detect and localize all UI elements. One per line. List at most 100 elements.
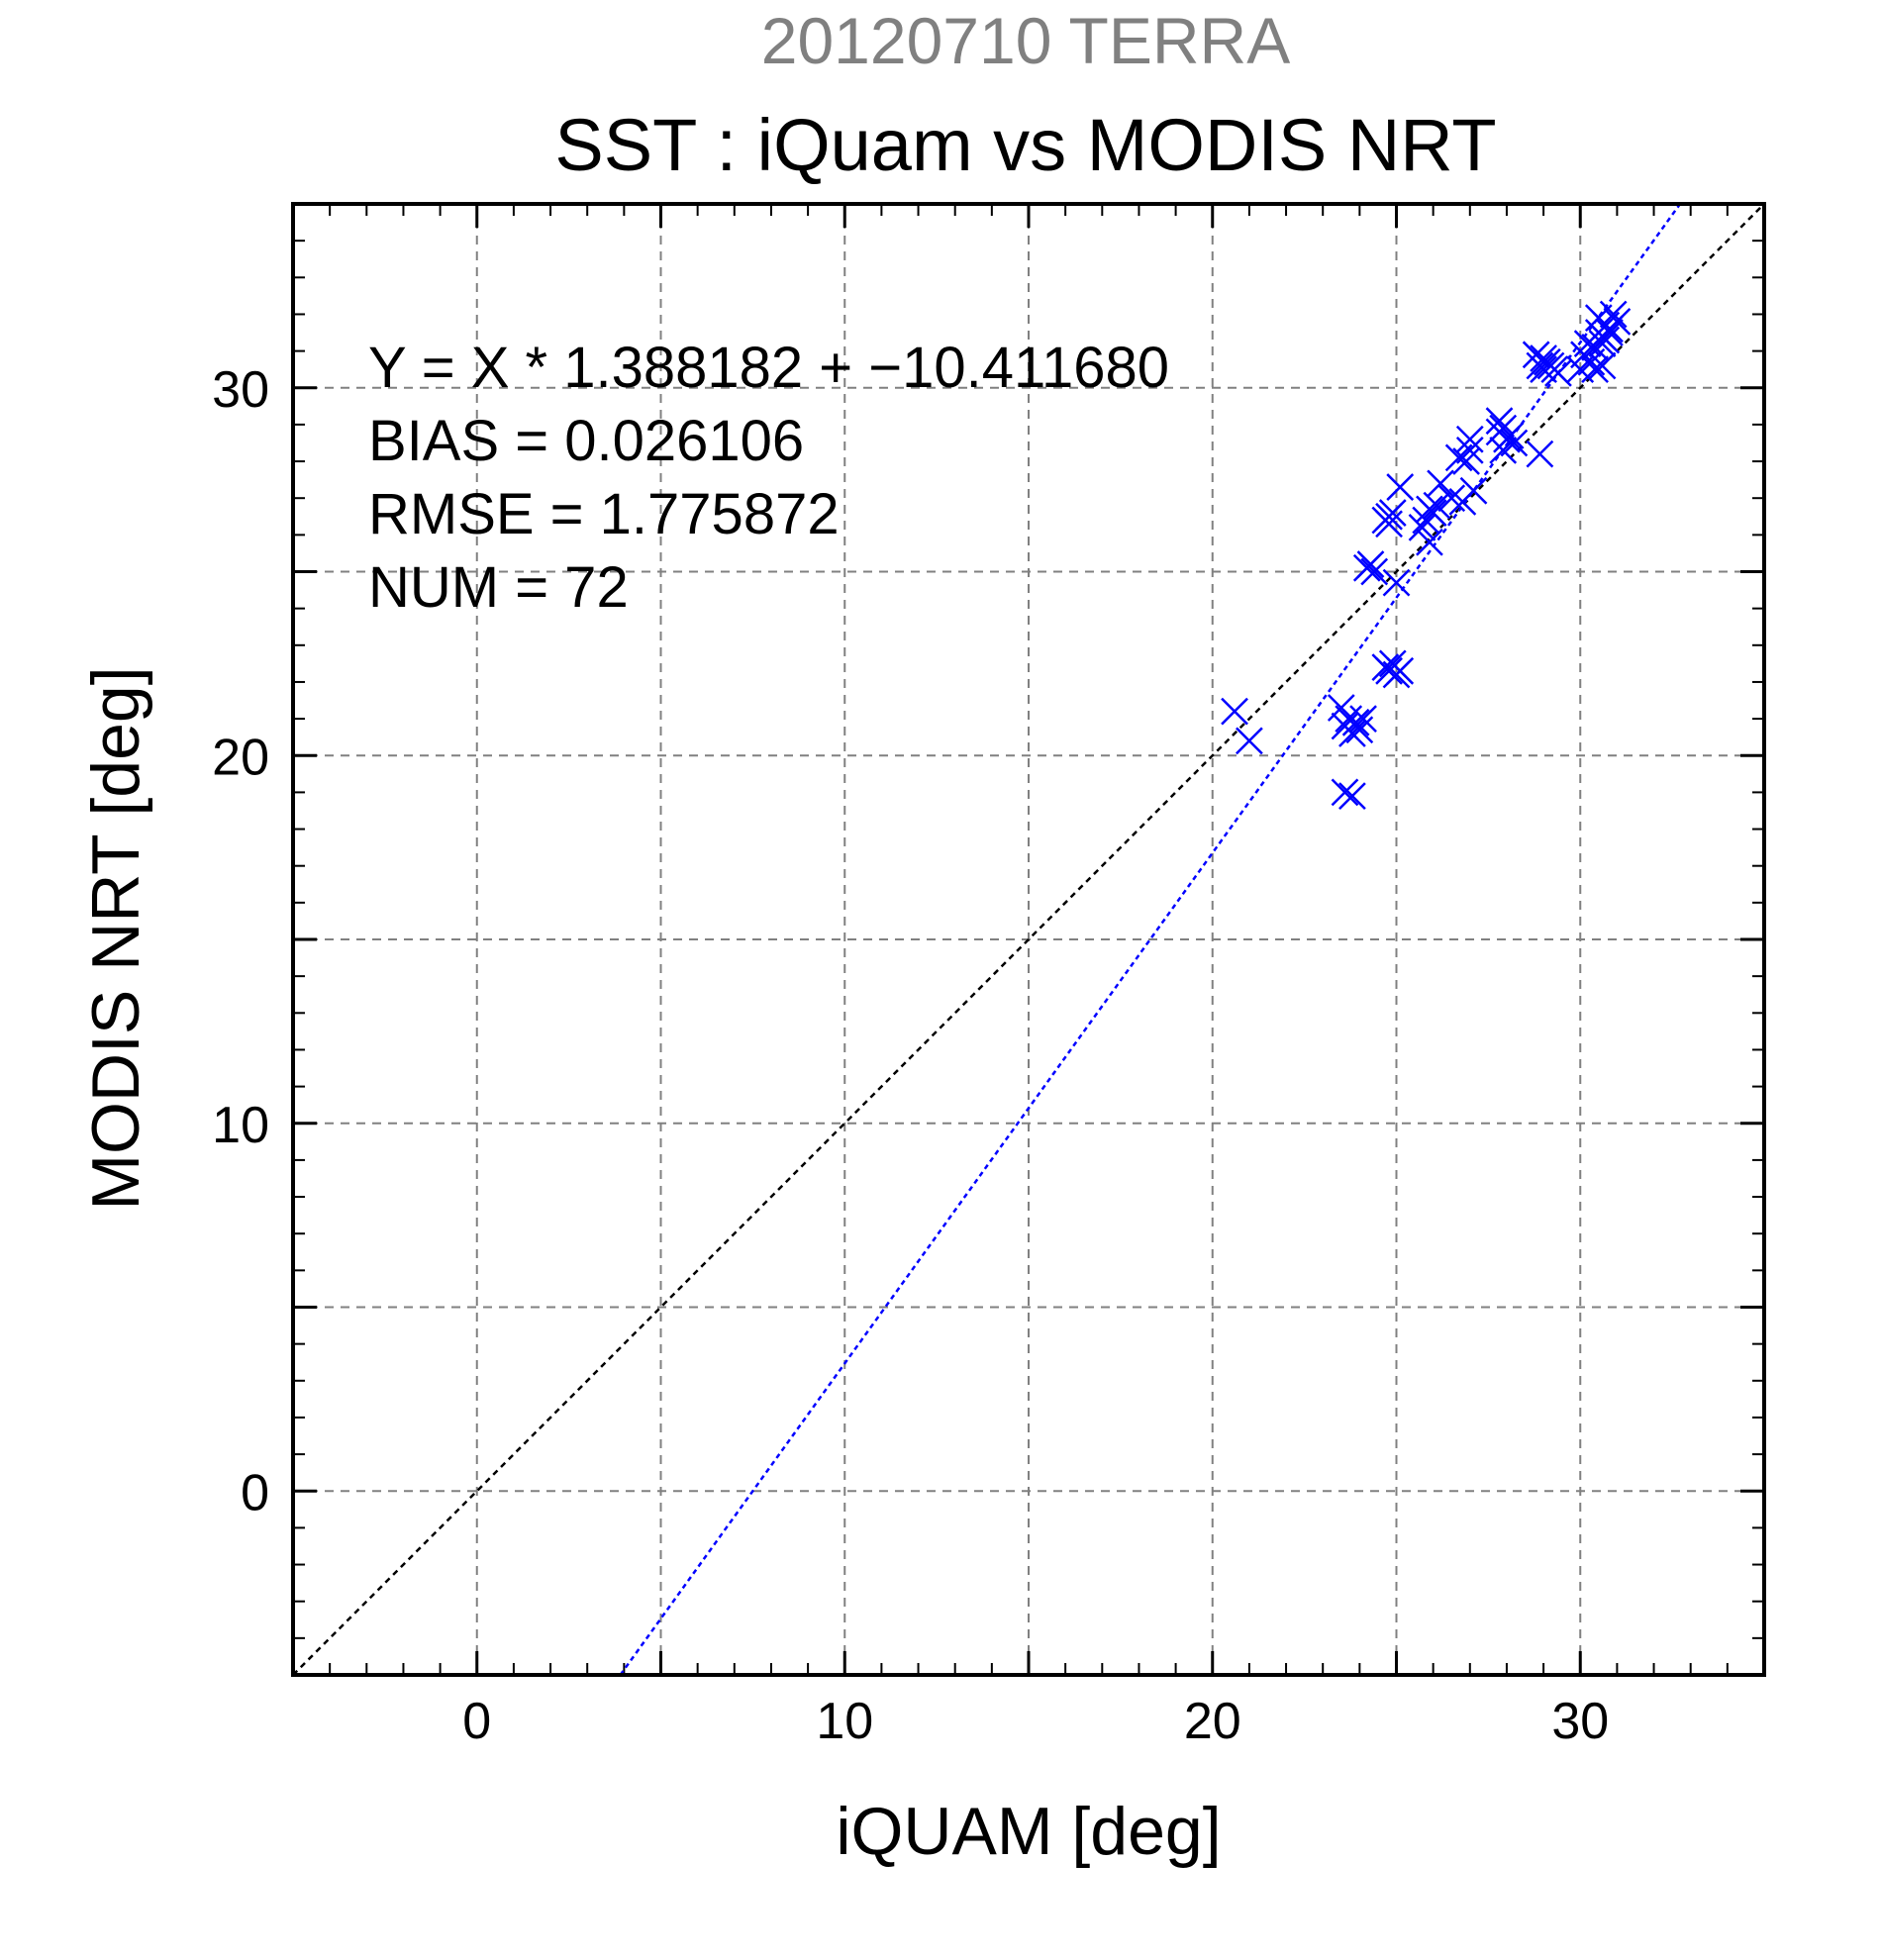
data-point-stroke [1530,355,1557,384]
grid-lines [293,204,1764,1675]
data-point-stroke [1338,720,1366,747]
y-tick-label: 30 [212,361,269,419]
data-point-stroke [1338,782,1366,810]
data-point-stroke [1500,429,1529,457]
data-point [1338,782,1366,810]
data-point-stroke [1423,491,1451,520]
data-point [1331,778,1359,807]
data-point [1378,499,1407,527]
plot-frame [291,202,1766,1677]
data-point-stroke [1522,341,1550,369]
data-point-stroke [1526,440,1554,468]
data-point-stroke [1386,473,1415,501]
data-point [1485,418,1514,446]
data-point-stroke [1345,716,1374,744]
data-point-stroke [1455,425,1484,453]
data-point [1526,440,1554,468]
data-point [1386,656,1415,685]
data-point [1408,514,1436,541]
data-point [1427,469,1454,498]
data-point-stroke [1437,484,1466,513]
data-point [1375,656,1403,685]
data-point-stroke [1378,499,1407,527]
data-point [1592,326,1621,354]
data-point-stroke [1416,528,1443,556]
x-tick-label: 20 [1184,1693,1241,1750]
stats-annotation: Y = X * 1.388182 + −10.411680 BIAS = 0.0… [368,336,1169,620]
data-point [1588,351,1617,380]
data-point-stroke [1341,708,1370,736]
y-axis-label: MODIS NRT [deg] [78,666,153,1210]
stats-fit-equation: Y = X * 1.388182 + −10.411680 [368,336,1169,400]
data-point-stroke [1581,355,1609,384]
x-tick-label: 10 [816,1693,873,1750]
data-point-stroke [1459,476,1488,505]
data-point [1375,510,1403,539]
data-point [1596,319,1624,346]
data-point [1419,499,1447,527]
y-tick-label: 20 [212,729,269,786]
y-tick-label: 0 [241,1464,269,1521]
data-point [1338,720,1366,747]
data-point [1496,422,1525,449]
data-point [1599,300,1628,329]
data-point [1345,716,1374,744]
data-point [1356,550,1385,578]
data-point-stroke [1386,656,1415,685]
data-point [1455,437,1484,464]
data-point-stroke [1496,422,1525,449]
data-point [1536,351,1565,380]
data-point-stroke [1408,514,1436,541]
data-points [1221,300,1632,810]
data-point-stroke [1592,326,1621,354]
data-point-stroke [1375,656,1403,685]
data-point [1236,727,1263,755]
data-point-stroke [1331,778,1359,807]
x-tick-label: 0 [462,1693,491,1750]
data-point [1221,697,1248,726]
data-point [1455,425,1484,453]
stats-num: NUM = 72 [368,555,629,620]
chart-title: SST : iQuam vs MODIS NRT [554,104,1496,186]
tick-labels: 0 10 20 30 0 10 20 30 [212,361,1609,1750]
data-point-stroke [1485,418,1514,446]
data-point-stroke [1360,557,1389,586]
data-point [1382,568,1411,597]
data-point [1437,484,1466,513]
data-point-stroke [1382,568,1411,597]
data-point-stroke [1349,705,1377,733]
x-tick-label: 30 [1551,1693,1609,1750]
stats-rmse: RMSE = 1.775872 [368,482,840,546]
data-point [1452,447,1480,475]
y-tick-label: 10 [212,1097,269,1154]
data-point [1349,705,1377,733]
data-point-stroke [1485,407,1514,436]
data-point [1485,407,1514,436]
data-point [1341,708,1370,736]
major-ticks [293,204,1764,1675]
data-point-stroke [1588,351,1617,380]
data-point-stroke [1327,694,1355,722]
data-point [1423,491,1451,520]
data-point-stroke [1599,300,1628,329]
data-point [1386,473,1415,501]
data-point-stroke [1356,550,1385,578]
data-point-stroke [1236,727,1263,755]
data-point-stroke [1221,697,1248,726]
data-point [1416,528,1443,556]
data-point [1459,476,1488,505]
data-point-stroke [1375,510,1403,539]
data-point-stroke [1536,351,1565,380]
data-point [1500,429,1529,457]
x-axis-label: iQUAM [deg] [836,1794,1221,1869]
chart-title-top: 20120710 TERRA [761,4,1290,77]
data-point-stroke [1419,499,1447,527]
data-point-stroke [1596,319,1624,346]
stats-bias: BIAS = 0.026106 [368,409,804,473]
data-point-stroke [1427,469,1454,498]
data-point-stroke [1452,447,1480,475]
data-point [1581,355,1609,384]
data-point-stroke [1455,437,1484,464]
data-point [1360,557,1389,586]
